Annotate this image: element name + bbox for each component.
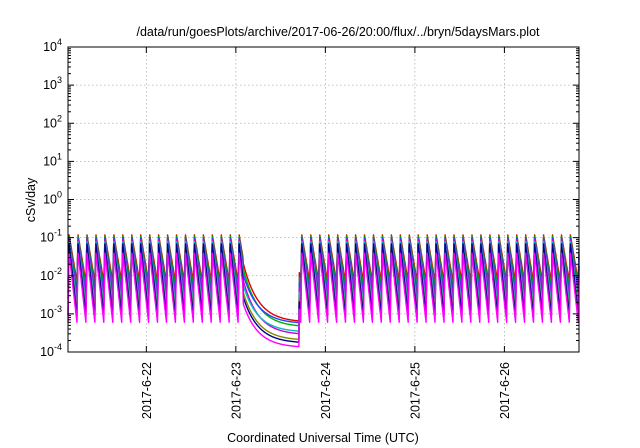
x-tick-label: 2017-6-25 <box>408 362 422 419</box>
y-tick-label: 101 <box>43 151 62 168</box>
y-tick-label: 102 <box>43 113 62 130</box>
chart-title: /data/run/goesPlots/archive/2017-06-26/2… <box>136 25 540 39</box>
y-tick-label: 10-2 <box>40 266 62 283</box>
y-tick-label: 10-3 <box>40 304 62 321</box>
plot-area <box>67 234 580 348</box>
y-axis-label: cSv/day <box>24 177 38 222</box>
x-tick-label: 2017-6-22 <box>140 362 154 419</box>
x-axis-label: Coordinated Universal Time (UTC) <box>227 431 419 445</box>
y-tick-label: 10-1 <box>40 228 62 245</box>
y-tick-label: 103 <box>43 75 62 92</box>
y-axis: 10-4 10-3 10-2 10-1 100 101 102 103 104 <box>40 37 579 359</box>
y-tick-label: 100 <box>43 190 62 207</box>
x-tick-label: 2017-6-26 <box>498 362 512 419</box>
x-axis: 2017-6-22 2017-6-23 2017-6-24 2017-6-25 2017… <box>140 47 512 419</box>
y-tick-label: 10-4 <box>40 342 62 359</box>
grid <box>68 47 579 352</box>
x-tick-label: 2017-6-23 <box>229 362 243 419</box>
y-tick-label: 104 <box>43 37 62 54</box>
x-tick-label: 2017-6-24 <box>319 362 333 419</box>
series-line <box>67 243 580 343</box>
series-line <box>67 252 580 348</box>
